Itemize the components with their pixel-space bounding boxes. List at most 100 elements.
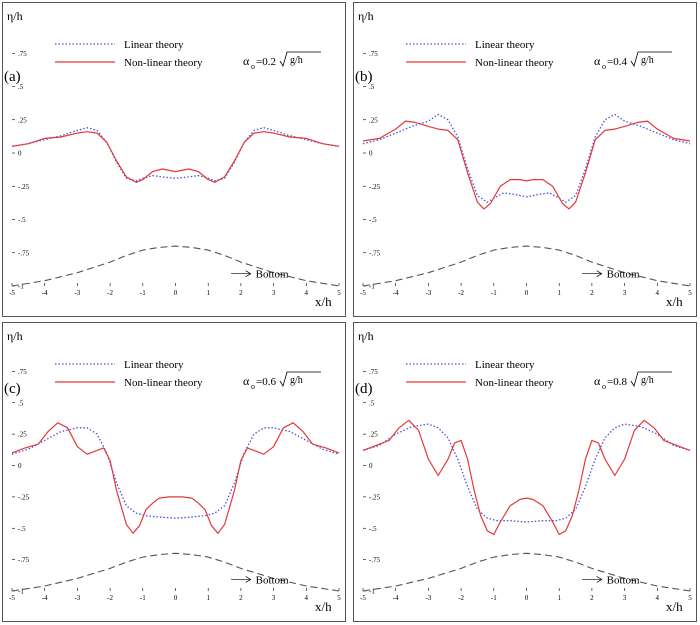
- y-tick-label: -.25: [369, 183, 381, 191]
- x-tick-label: 3: [272, 289, 276, 297]
- alpha-symbol: α: [243, 54, 250, 68]
- panel-label: (b): [355, 69, 373, 85]
- chart-panel-c: -1 -.75 -.5 -.25 0 .25 .5 .75 -5 -4 -3 -2 -1 0 1 2 3 4 5 η/…: [2, 322, 346, 622]
- x-axis-title: x/h: [315, 599, 332, 614]
- y-tick-label: -1: [18, 588, 24, 596]
- sqrt-argument: g/h: [641, 55, 654, 66]
- x-tick-label: 5: [337, 289, 341, 297]
- legend-linear-label: Linear theory: [124, 39, 184, 51]
- x-tick-label: 0: [525, 594, 529, 602]
- x-tick-label: 4: [305, 594, 309, 602]
- x-axis-title: x/h: [666, 294, 683, 309]
- alpha-subscript: o: [602, 62, 606, 71]
- x-tick-label: -1: [140, 289, 146, 297]
- y-axis-title: η/h: [358, 9, 374, 23]
- y-axis-title: η/h: [7, 9, 23, 23]
- y-tick-label: .5: [18, 83, 24, 91]
- y-tick-label: .25: [18, 116, 27, 124]
- y-tick-label: .25: [18, 431, 27, 439]
- alpha-value: =0.8: [607, 376, 627, 388]
- chart-svg-b: -1 -.75 -.5 -.25 0 .25 .5 .75 -5 -4 -3 -2 -1 0 1 2 3 4 5 η/…: [355, 9, 692, 309]
- x-tick-label: -1: [491, 289, 497, 297]
- linear-theory-line: [11, 127, 340, 182]
- x-tick-label: 0: [174, 289, 178, 297]
- y-tick-label: -.25: [18, 183, 30, 191]
- x-tick-label: -4: [393, 289, 399, 297]
- nonlinear-theory-line: [362, 419, 691, 536]
- x-tick-label: -4: [393, 594, 399, 602]
- x-tick-label: 0: [174, 594, 178, 602]
- alpha-value: =0.6: [256, 376, 276, 388]
- legend-nonlinear-label: Non-linear theory: [475, 377, 554, 389]
- y-tick-label: -.5: [18, 216, 26, 224]
- nonlinear-theory-line: [362, 120, 691, 210]
- x-tick-label: 3: [272, 594, 276, 602]
- y-tick-label: .25: [369, 431, 378, 439]
- x-tick-label: 1: [206, 289, 210, 297]
- alpha-symbol: α: [243, 374, 250, 388]
- bottom-profile-line: [11, 245, 340, 287]
- y-tick-label: .5: [369, 83, 375, 91]
- y-tick-label: .5: [369, 399, 375, 407]
- y-tick-label: -.75: [18, 556, 30, 564]
- y-tick-label: -.5: [18, 525, 26, 533]
- x-tick-label: -3: [425, 289, 431, 297]
- x-tick-label: 3: [623, 594, 627, 602]
- x-tick-label: -4: [42, 594, 48, 602]
- y-tick-label: .75: [369, 368, 378, 376]
- bottom-profile-line: [11, 552, 340, 592]
- sqrt-sign: [279, 51, 321, 67]
- x-tick-label: 0: [525, 289, 529, 297]
- alpha-subscript: o: [602, 382, 606, 391]
- x-tick-label: 2: [239, 594, 243, 602]
- y-tick-label: .5: [18, 399, 24, 407]
- x-tick-label: -5: [9, 289, 15, 297]
- y-tick-label: -1: [369, 283, 375, 291]
- x-tick-label: -3: [425, 594, 431, 602]
- legend-nonlinear-label: Non-linear theory: [124, 377, 203, 389]
- x-tick-label: 5: [688, 594, 692, 602]
- x-tick-label: -5: [9, 594, 15, 602]
- sqrt-sign: [279, 371, 321, 387]
- y-tick-label: 0: [369, 150, 373, 158]
- y-tick-label: -.5: [369, 216, 377, 224]
- bottom-profile-line: [362, 552, 691, 592]
- alpha-value: =0.4: [607, 56, 627, 68]
- x-tick-label: 1: [206, 594, 210, 602]
- y-tick-label: -1: [369, 588, 375, 596]
- bottom-label: Bottom: [256, 269, 289, 281]
- x-tick-label: -4: [42, 289, 48, 297]
- y-tick-label: -.5: [369, 525, 377, 533]
- x-tick-label: 4: [656, 594, 660, 602]
- x-tick-label: 2: [239, 289, 243, 297]
- x-tick-label: 1: [557, 594, 561, 602]
- panel-label: (c): [4, 381, 21, 397]
- chart-panel-b: -1 -.75 -.5 -.25 0 .25 .5 .75 -5 -4 -3 -2 -1 0 1 2 3 4 5 η/…: [353, 2, 697, 317]
- y-tick-label: .75: [369, 50, 378, 58]
- y-axis-title: η/h: [358, 329, 374, 343]
- x-tick-label: -2: [458, 289, 464, 297]
- y-tick-label: -.25: [369, 493, 381, 501]
- y-tick-label: -.75: [369, 556, 381, 564]
- sqrt-sign: [630, 371, 672, 387]
- bottom-arrow-head: [596, 576, 603, 583]
- y-tick-label: .25: [369, 116, 378, 124]
- linear-theory-line: [11, 427, 340, 519]
- x-tick-label: -2: [107, 594, 113, 602]
- x-tick-label: 3: [623, 289, 627, 297]
- x-tick-label: 4: [656, 289, 660, 297]
- alpha-subscript: o: [251, 62, 255, 71]
- alpha-symbol: α: [594, 374, 601, 388]
- x-tick-label: 5: [337, 594, 341, 602]
- panel-label: (a): [4, 69, 21, 85]
- x-tick-label: -2: [107, 289, 113, 297]
- x-tick-label: -2: [458, 594, 464, 602]
- sqrt-sign: [630, 51, 672, 67]
- panel-label: (d): [355, 381, 373, 397]
- nonlinear-theory-line: [11, 422, 340, 534]
- x-tick-label: -1: [491, 594, 497, 602]
- bottom-label: Bottom: [607, 574, 640, 586]
- bottom-label: Bottom: [607, 269, 640, 281]
- legend-nonlinear-label: Non-linear theory: [124, 57, 203, 69]
- bottom-label: Bottom: [256, 574, 289, 586]
